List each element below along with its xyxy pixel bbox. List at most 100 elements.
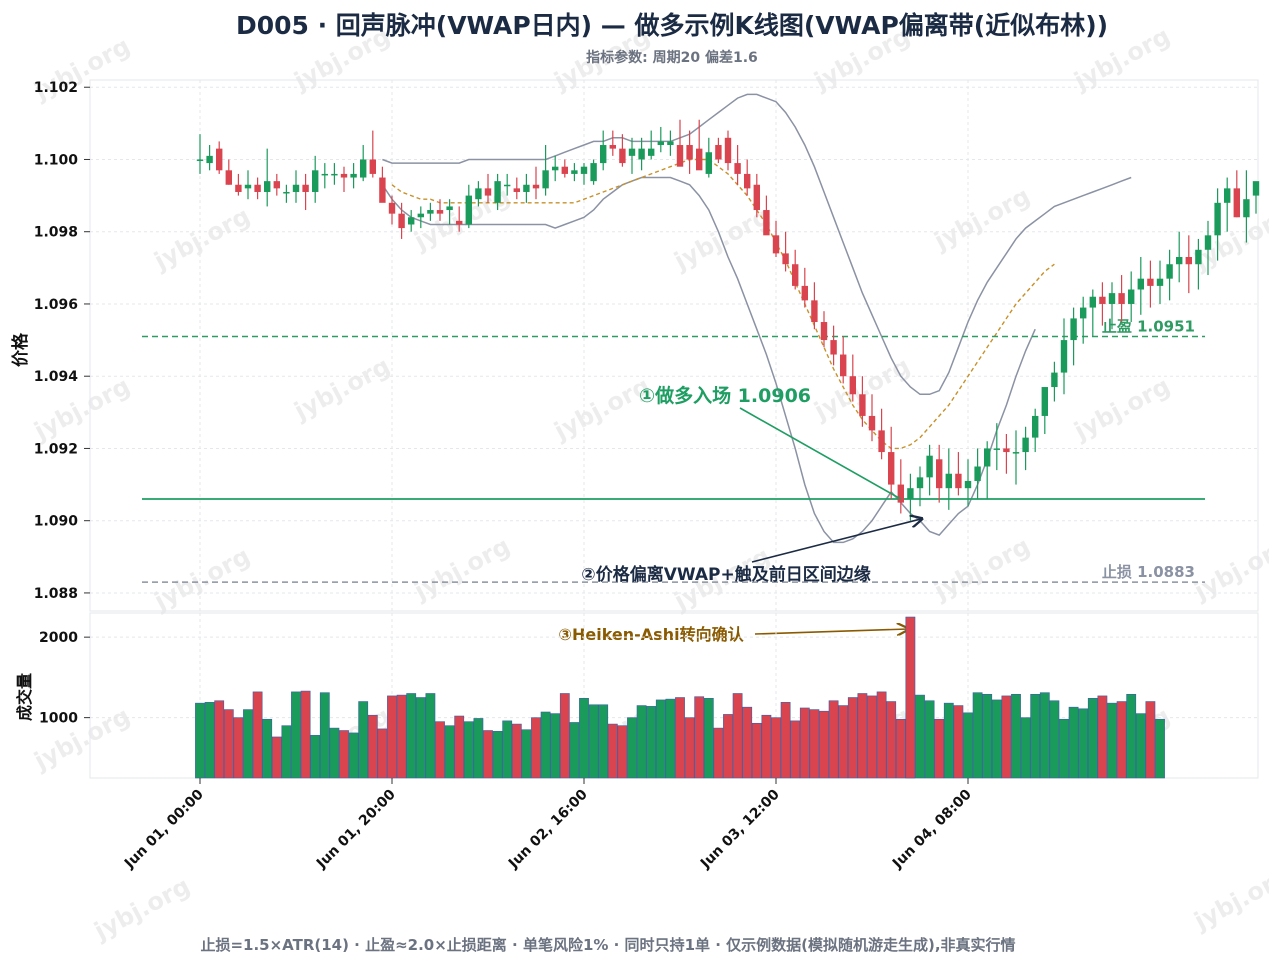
candle-body [436, 210, 444, 214]
candle-body [897, 484, 904, 503]
candle-body [1224, 188, 1231, 203]
volume-bar [1135, 713, 1146, 779]
candle-body [1137, 278, 1144, 290]
volume-bar [588, 704, 599, 779]
candle-body [494, 181, 501, 203]
candle-body [1051, 372, 1058, 388]
band-upper-line [382, 93, 1132, 396]
volume-bar [646, 706, 657, 779]
candle-body [235, 184, 242, 192]
candle-body [1156, 278, 1164, 286]
candle-body [321, 173, 328, 176]
volume-bar [1001, 695, 1012, 779]
candle-body [216, 148, 223, 171]
candle-body [811, 300, 818, 323]
volume-bar [876, 691, 887, 779]
candle-body [1147, 278, 1154, 286]
volume-bar [703, 698, 714, 779]
candle-body [388, 202, 396, 214]
volume-bar [521, 729, 532, 779]
trade-levels: 止盈 1.0951 止损 1.0883 [142, 317, 1205, 583]
volume-bar [367, 714, 378, 779]
candle-body [830, 340, 837, 355]
candle-body [273, 181, 280, 189]
volume-bar [204, 702, 215, 779]
volume-bar [492, 731, 503, 779]
volume-bar [223, 709, 234, 779]
candle-body [264, 181, 271, 192]
volume-bar [214, 700, 225, 779]
candle-body [408, 217, 415, 225]
candle-body [964, 480, 972, 489]
candle-body [1185, 257, 1192, 265]
candle-body [225, 170, 232, 185]
volume-bar [675, 697, 685, 779]
price-y-tick-label: 1.092 [34, 441, 78, 457]
candle-body [398, 213, 405, 229]
candle-body [292, 184, 300, 192]
volume-bar [579, 698, 589, 779]
volume-bar [809, 709, 820, 779]
candle-body [724, 137, 732, 164]
volume-bar [1030, 693, 1041, 779]
price-y-tick-label: 1.088 [34, 586, 78, 602]
volume-bars [195, 616, 1165, 779]
candle-body [1070, 318, 1077, 341]
candle-body [1060, 340, 1068, 373]
volume-bar [1078, 708, 1089, 779]
volume-bar [607, 723, 618, 779]
candle-body [1214, 202, 1221, 236]
candle-body [753, 184, 760, 211]
candle-body [590, 163, 597, 182]
candle-body [705, 152, 712, 174]
volume-bar [991, 699, 1002, 779]
volume-bar [943, 702, 954, 779]
volume-bar [771, 717, 781, 779]
volume-bar [531, 717, 541, 779]
volume-bar [444, 725, 455, 779]
volume-y-axis: 1000 2000 [39, 630, 90, 727]
volume-bar [377, 728, 388, 779]
candle-body [667, 141, 674, 146]
volume-bar [694, 696, 705, 779]
candle-body [302, 184, 309, 192]
volume-bar [895, 718, 906, 779]
candle-body [1022, 437, 1029, 453]
candle-body [638, 148, 645, 160]
volume-bar [828, 700, 839, 779]
candle-body [609, 145, 616, 149]
volume-bar [617, 725, 628, 779]
volume-y-axis-label: 成交量 [15, 673, 34, 721]
annotations: ①做多入场 1.0906 ②价格偏离VWAP+触及前日区间边缘 ③Heiken-As… [558, 384, 922, 644]
volume-bar [502, 720, 513, 779]
volume-bar [252, 691, 263, 779]
volume-bar [857, 693, 868, 779]
candle-body [504, 184, 511, 187]
volume-bar [915, 694, 925, 779]
price-panel-frame [89, 79, 1259, 612]
candle-body [244, 184, 252, 189]
volume-bar [550, 713, 561, 779]
candle-body [1080, 307, 1087, 319]
candle-body [840, 354, 847, 377]
candle-body [340, 173, 348, 178]
volume-bar [348, 732, 359, 779]
candle-body [1032, 415, 1039, 438]
volume-bar [396, 694, 407, 779]
candle-body [283, 191, 290, 194]
chart-title: D005 · 回声脉冲(VWAP日内) — 做多示例K线图(VWAP偏离带(近似… [236, 11, 1108, 40]
volume-bar [387, 695, 397, 779]
volume-bar [415, 697, 426, 779]
candle-body [1204, 235, 1212, 250]
volume-bar [425, 693, 436, 779]
volume-bar [780, 702, 791, 779]
candle-body [715, 145, 722, 160]
volume-bar [262, 718, 273, 779]
volume-bar [636, 705, 647, 779]
candle-body [676, 145, 684, 167]
candle-body [1195, 249, 1202, 265]
volume-bar [819, 710, 829, 779]
vwap-line [391, 158, 1055, 450]
volume-bar [511, 723, 522, 779]
volume-bar [684, 717, 695, 779]
